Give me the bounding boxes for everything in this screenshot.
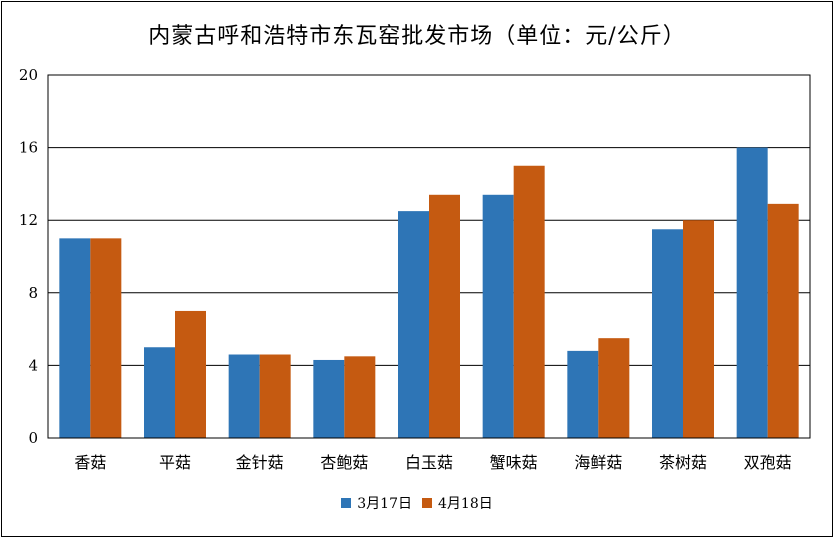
- bar-series-2: [344, 356, 376, 438]
- legend-item-series-1: 3月17日: [341, 493, 412, 513]
- legend-swatch-series-2: [422, 498, 432, 508]
- bar-series-1: [398, 211, 429, 438]
- bar-series-1: [313, 359, 345, 438]
- bar-series-1: [59, 238, 91, 438]
- bar-series-1: [482, 194, 514, 438]
- bar-series-1: [144, 347, 175, 438]
- bar-series-2: [683, 220, 714, 438]
- bar-series-2: [767, 203, 799, 438]
- bar-series-2: [259, 354, 291, 438]
- y-tick-label: 20: [19, 66, 38, 84]
- bar-series-2: [90, 238, 122, 438]
- x-tick-label: 杏鲍菇: [320, 453, 368, 472]
- x-tick-label: 茶树菇: [659, 453, 707, 472]
- y-tick-label: 16: [19, 139, 38, 157]
- legend-label-series-1: 3月17日: [357, 496, 412, 512]
- x-tick-label: 白玉菇: [405, 453, 453, 472]
- legend-label-series-2: 4月18日: [438, 496, 493, 512]
- y-tick-label: 12: [19, 211, 38, 229]
- y-tick-label: 8: [28, 284, 38, 302]
- legend-item-series-2: 4月18日: [422, 493, 493, 513]
- x-tick-label: 蟹味菇: [490, 453, 538, 472]
- bar-series-1: [567, 350, 599, 438]
- bar-series-1: [652, 229, 683, 438]
- bar-series-1: [228, 354, 260, 438]
- legend-swatch-series-1: [341, 498, 352, 508]
- x-tick-label: 香菇: [74, 453, 106, 472]
- bar-series-2: [175, 310, 206, 438]
- chart-legend: 3月17日 4月18日: [0, 493, 834, 513]
- y-tick-label: 0: [28, 429, 38, 447]
- bar-series-2: [429, 194, 460, 438]
- x-tick-label: 金针菇: [236, 453, 284, 472]
- chart-title: 内蒙古呼和浩特市东瓦窑批发市场（单位：元/公斤）: [148, 24, 686, 49]
- x-tick-label: 海鲜菇: [574, 453, 622, 472]
- bar-series-2: [513, 165, 545, 438]
- x-tick-label: 双孢菇: [744, 453, 792, 472]
- bar-series-1: [736, 147, 768, 438]
- y-tick-label: 4: [28, 356, 38, 374]
- bar-series-2: [598, 338, 630, 438]
- x-tick-label: 平菇: [159, 453, 191, 472]
